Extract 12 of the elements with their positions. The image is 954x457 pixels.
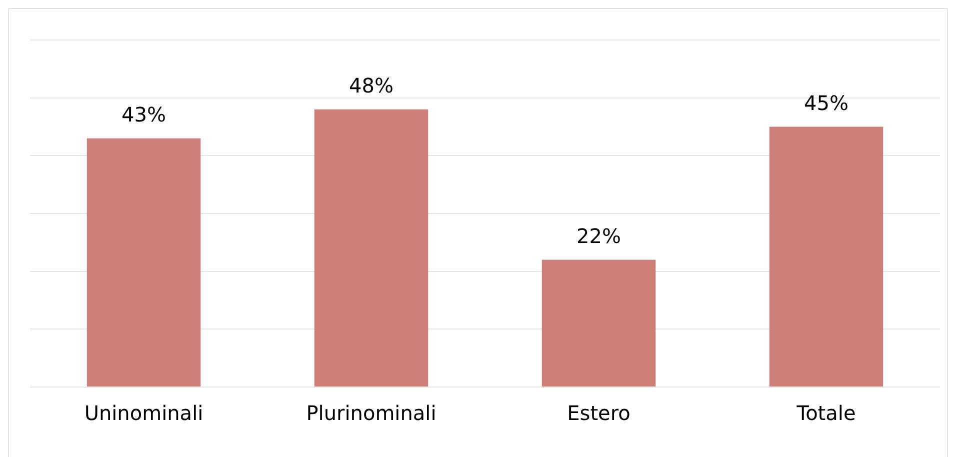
x-tick-label: Totale (796, 401, 856, 426)
data-label: 22% (576, 224, 621, 248)
bar (542, 260, 656, 386)
bar (769, 126, 884, 386)
data-label: 48% (349, 74, 394, 98)
bar (314, 109, 428, 386)
x-tick-label: Uninominali (84, 401, 204, 426)
x-tick-label: Plurinominali (306, 401, 436, 426)
x-tick-label: Estero (567, 401, 630, 426)
bar (86, 138, 201, 386)
data-label: 45% (804, 90, 848, 115)
data-label: 43% (122, 102, 166, 127)
